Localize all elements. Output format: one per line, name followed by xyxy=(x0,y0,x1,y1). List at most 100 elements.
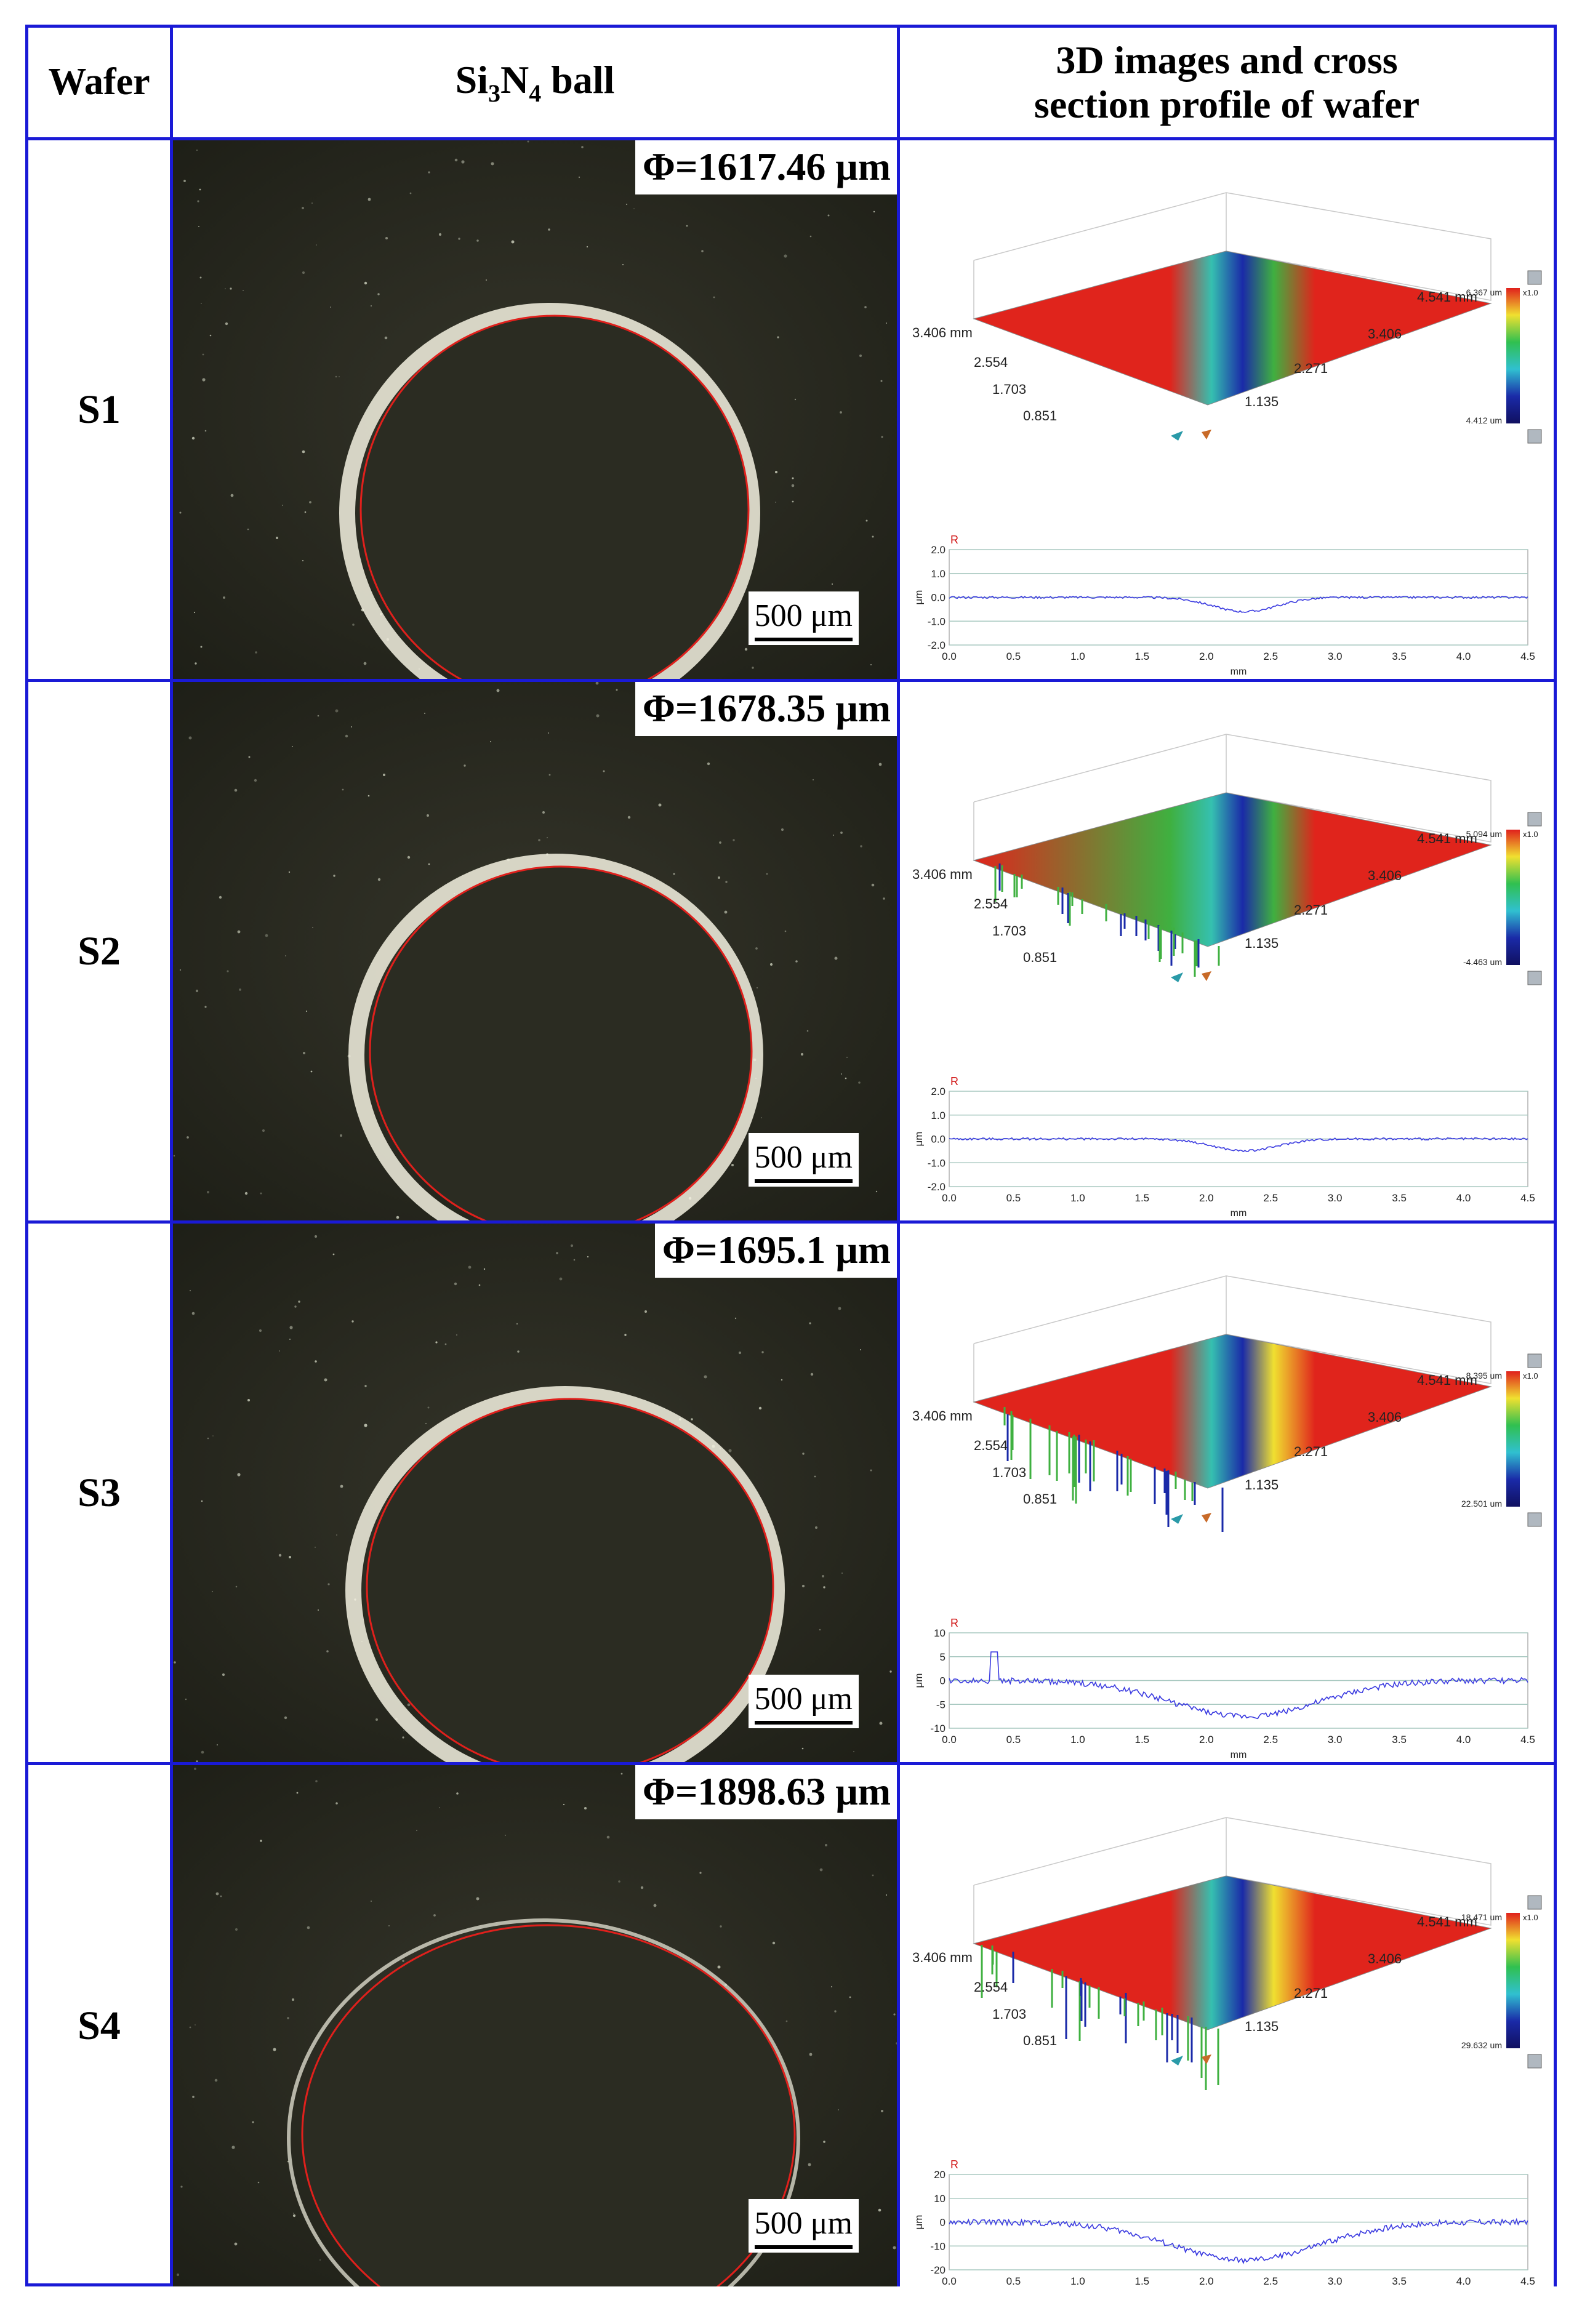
debris-speck xyxy=(834,956,838,960)
debris-speck xyxy=(673,873,675,875)
debris-speck xyxy=(570,1244,574,1248)
debris-speck xyxy=(880,380,883,382)
debris-speck xyxy=(595,682,599,685)
wear-scar-rim xyxy=(348,854,763,1220)
debris-speck xyxy=(454,1282,457,1286)
debris-speck xyxy=(622,264,624,265)
debris-speck xyxy=(273,2048,276,2051)
debris-speck xyxy=(342,788,344,791)
debris-speck xyxy=(370,305,372,307)
debris-speck xyxy=(289,1339,291,1340)
column-divider xyxy=(170,28,173,2283)
profile-y-label: μm xyxy=(913,2215,925,2230)
profile-x-tick: 0.0 xyxy=(942,651,957,662)
surface-mesh xyxy=(973,792,1492,947)
debris-speck xyxy=(315,1780,318,1782)
row-divider xyxy=(28,679,1554,682)
debris-speck xyxy=(285,955,286,956)
header-wafer-text: Wafer xyxy=(48,61,150,103)
debris-speck xyxy=(733,839,735,841)
debris-speck xyxy=(260,1192,262,1195)
debris-speck xyxy=(587,1256,589,1258)
profile-x-tick: 2.0 xyxy=(1199,1734,1214,1745)
debris-speck xyxy=(490,741,491,742)
debris-speck xyxy=(870,663,872,666)
debris-speck xyxy=(704,1375,707,1379)
debris-speck xyxy=(731,1164,734,1166)
scale-down-icon xyxy=(1527,971,1542,985)
scale-bar-text: 500 μm xyxy=(754,598,853,633)
debris-speck xyxy=(333,875,335,877)
debris-speck xyxy=(367,795,370,797)
profile-x-tick: 2.0 xyxy=(1199,1192,1214,1204)
header-ball-si: Si xyxy=(455,57,488,102)
debris-speck xyxy=(744,647,748,651)
debris-speck xyxy=(244,1192,248,1195)
fit-circle xyxy=(366,1398,774,1762)
profile-x-tick: 3.0 xyxy=(1328,651,1343,662)
header-ball-n: N xyxy=(500,57,529,102)
debris-speck xyxy=(223,596,225,599)
debris-speck xyxy=(384,336,388,340)
debris-speck xyxy=(881,2110,883,2112)
profile-y-tick: 0.0 xyxy=(931,592,946,604)
wear-scar xyxy=(302,1925,795,2286)
debris-speck xyxy=(838,2109,839,2110)
axis-tick-label: 1.135 xyxy=(1245,1477,1279,1493)
fit-circle xyxy=(359,315,750,679)
profile-x-tick: 4.0 xyxy=(1456,651,1471,662)
scale-down-icon xyxy=(1527,429,1542,444)
debris-speck xyxy=(192,2096,195,2098)
debris-speck xyxy=(292,746,293,747)
profile-x-tick: 3.0 xyxy=(1328,1192,1343,1204)
debris-speck xyxy=(201,1500,203,1502)
debris-speck xyxy=(195,2024,196,2025)
debris-speck xyxy=(288,871,291,873)
debris-speck xyxy=(464,764,466,767)
scale-bar: 500 μm xyxy=(748,1675,859,1728)
debris-speck xyxy=(294,1305,297,1308)
debris-speck xyxy=(864,306,867,308)
axis-tick-label: 4.541 mm xyxy=(1417,289,1477,305)
debris-speck xyxy=(792,477,794,479)
debris-speck xyxy=(734,1317,737,1320)
debris-speck xyxy=(191,1312,195,1315)
debris-speck xyxy=(276,537,278,539)
debris-speck xyxy=(794,398,797,401)
colorbar-scale-label: x1.0 xyxy=(1523,830,1538,839)
debris-speck xyxy=(278,1553,282,1557)
debris-speck xyxy=(719,841,721,844)
debris-speck xyxy=(853,1751,854,1752)
debris-speck xyxy=(202,353,204,356)
debris-speck xyxy=(548,774,551,776)
debris-speck xyxy=(581,146,584,148)
profile-y-label: μm xyxy=(913,1132,925,1147)
debris-speck xyxy=(801,1747,804,1750)
profile-x-tick: 4.5 xyxy=(1520,1192,1535,1204)
axis-tick-label: 1.703 xyxy=(992,1465,1026,1480)
debris-speck xyxy=(873,210,875,213)
figure-table: Wafer Si3N4 ball 3D images and cross sec… xyxy=(25,25,1557,2286)
cross-section-profile xyxy=(949,1632,1528,1729)
debris-speck xyxy=(248,756,251,758)
debris-speck xyxy=(840,831,843,834)
debris-speck xyxy=(819,1629,821,1631)
debris-speck xyxy=(516,1323,518,1325)
scale-up-icon xyxy=(1527,1895,1542,1910)
debris-speck xyxy=(197,200,199,202)
debris-speck xyxy=(317,1609,319,1611)
debris-speck xyxy=(556,1252,558,1254)
debris-speck xyxy=(718,876,720,879)
debris-speck xyxy=(603,770,605,772)
profile-x-tick: 0.5 xyxy=(1006,2275,1021,2286)
debris-speck xyxy=(396,1216,400,1219)
profile-x-tick: 4.5 xyxy=(1520,651,1535,662)
debris-speck xyxy=(428,171,430,174)
debris-speck xyxy=(247,1399,250,1401)
debris-speck xyxy=(383,774,385,776)
debris-speck xyxy=(375,1718,378,1721)
axis-tick-label: 4.541 mm xyxy=(1417,1372,1477,1388)
axis-tick-label: 1.703 xyxy=(992,2006,1026,2022)
debris-speck xyxy=(302,207,304,209)
debris-speck xyxy=(204,430,207,432)
